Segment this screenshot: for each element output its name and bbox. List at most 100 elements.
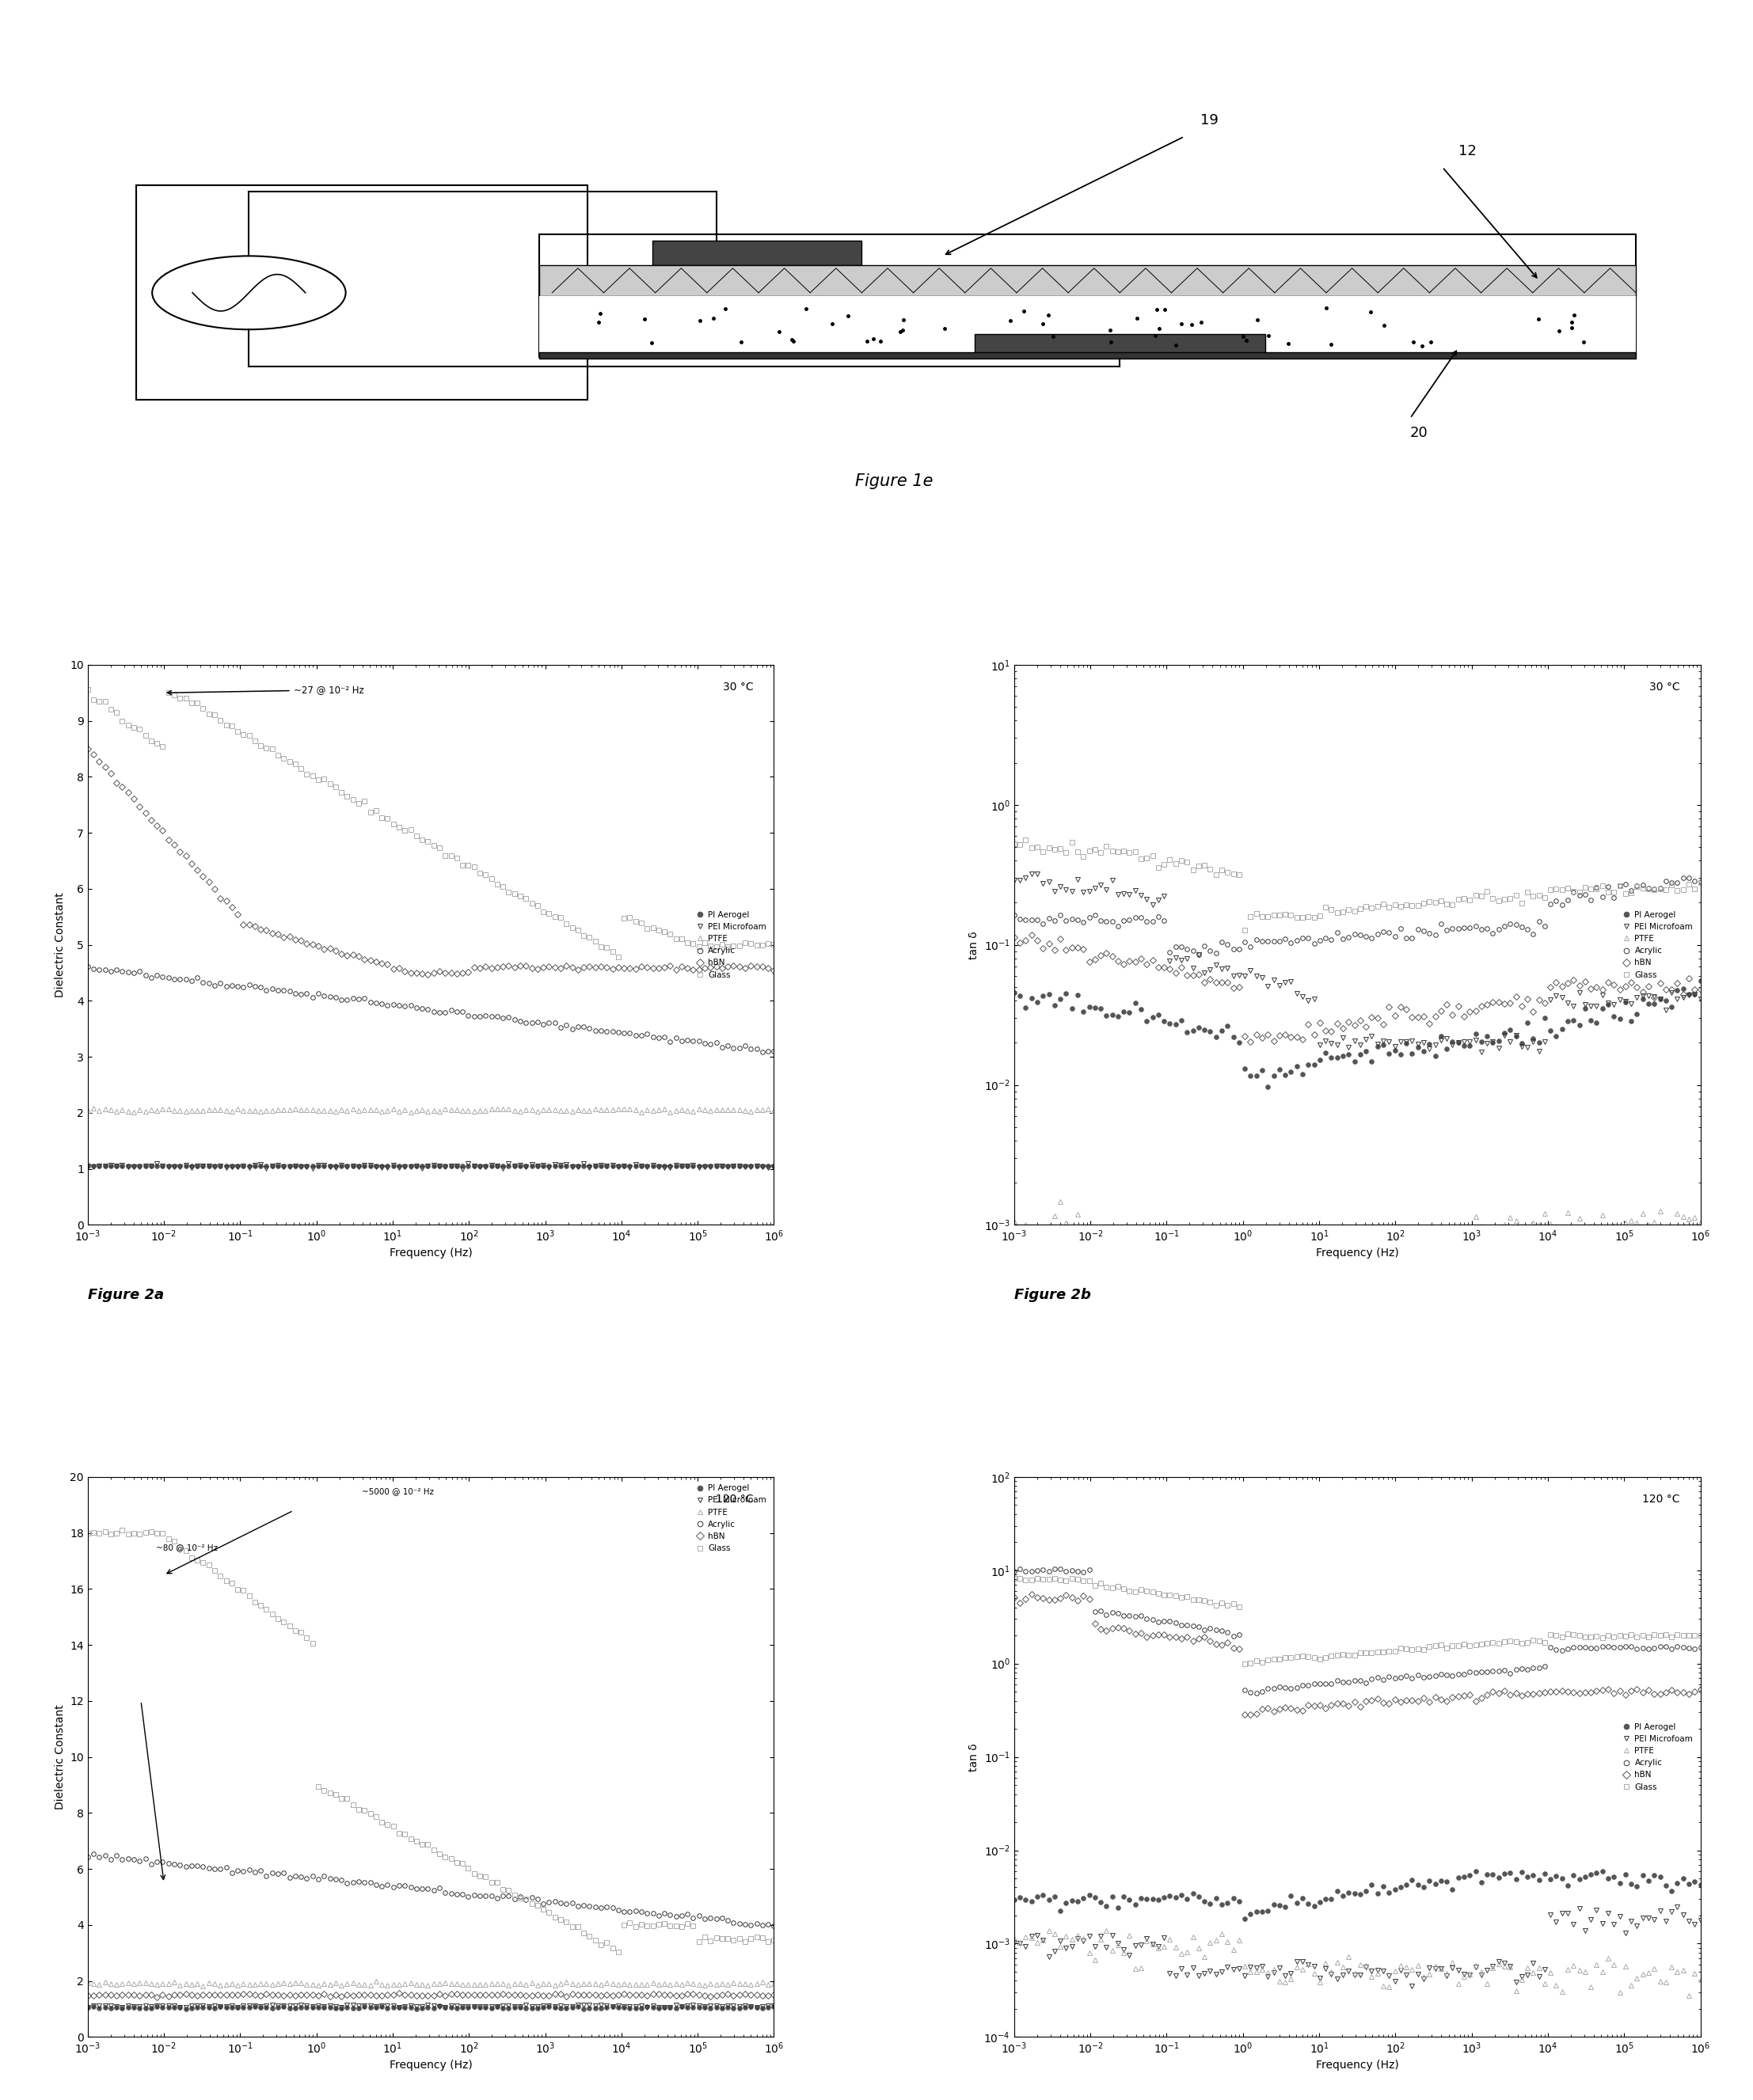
Line: PTFE: PTFE <box>86 1980 777 1989</box>
Acrylic <box>1690 869 1711 895</box>
PTFE <box>268 1096 289 1121</box>
PEI Microfoam <box>1678 1909 1699 1934</box>
PTFE <box>1004 1207 1026 1233</box>
PTFE <box>752 1098 773 1124</box>
PTFE <box>1004 1926 1026 1951</box>
Glass <box>1061 1567 1082 1592</box>
hBN <box>1678 1682 1699 1707</box>
PI Aerogel <box>1690 1873 1711 1898</box>
hBN <box>1194 970 1215 995</box>
Glass <box>631 1911 652 1936</box>
PEI Microfoam <box>77 1995 98 2020</box>
PI Aerogel <box>1148 1888 1169 1913</box>
Glass <box>752 1926 773 1951</box>
PI Aerogel <box>1483 1029 1504 1054</box>
PEI Microfoam <box>1483 1953 1504 1978</box>
Line: hBN: hBN <box>1011 1592 1702 1718</box>
hBN <box>1194 1625 1215 1651</box>
Acrylic <box>619 1021 640 1046</box>
Acrylic <box>1189 943 1210 968</box>
PI Aerogel <box>1551 1865 1572 1890</box>
PI Aerogel <box>752 1995 773 2020</box>
Line: PI Aerogel: PI Aerogel <box>86 2003 777 2012</box>
Acrylic <box>77 1844 98 1869</box>
Acrylic <box>1678 1636 1699 1661</box>
PEI Microfoam <box>752 1155 773 1180</box>
hBN <box>1234 1703 1255 1728</box>
PEI Microfoam <box>573 1151 594 1176</box>
PTFE <box>268 1972 289 1997</box>
Acrylic <box>556 1892 577 1917</box>
Line: Acrylic: Acrylic <box>86 964 777 1054</box>
Acrylic <box>1395 1663 1416 1688</box>
PTFE <box>228 1096 249 1121</box>
Line: PEI Microfoam: PEI Microfoam <box>1011 1905 1702 1989</box>
Glass <box>77 676 98 701</box>
Glass <box>1004 1567 1026 1592</box>
Acrylic <box>1690 1634 1711 1659</box>
Line: Acrylic: Acrylic <box>86 1852 777 1928</box>
Glass <box>1678 871 1699 897</box>
hBN <box>747 953 768 979</box>
hBN <box>228 1982 249 2008</box>
Acrylic <box>77 953 98 979</box>
PI Aerogel <box>261 1153 282 1178</box>
PEI Microfoam <box>556 1153 577 1178</box>
PTFE <box>1690 1210 1711 1235</box>
PI Aerogel <box>1189 1884 1210 1909</box>
Glass <box>608 945 629 970</box>
Glass <box>1678 1623 1699 1649</box>
X-axis label: Frequency (Hz): Frequency (Hz) <box>389 2060 472 2071</box>
PEI Microfoam <box>626 1995 647 2020</box>
PTFE <box>228 1972 249 1997</box>
Glass <box>1488 888 1509 914</box>
hBN <box>1004 924 1026 949</box>
PI Aerogel <box>77 1995 98 2020</box>
PI Aerogel <box>1678 1871 1699 1896</box>
hBN <box>463 956 484 981</box>
hBN <box>763 958 784 983</box>
FancyBboxPatch shape <box>540 353 1636 359</box>
Line: Glass: Glass <box>86 687 777 960</box>
Glass <box>1153 853 1175 878</box>
Y-axis label: Dielectric Constant: Dielectric Constant <box>54 1705 65 1810</box>
Line: Acrylic: Acrylic <box>1011 1567 1702 1695</box>
FancyBboxPatch shape <box>975 334 1266 355</box>
Glass <box>1690 1623 1711 1649</box>
hBN <box>417 962 438 987</box>
Text: 19: 19 <box>1201 113 1218 128</box>
Glass <box>1234 918 1255 943</box>
hBN <box>1153 1621 1175 1646</box>
PI Aerogel <box>1690 968 1711 993</box>
PEI Microfoam <box>261 1153 282 1178</box>
PTFE <box>752 1970 773 1995</box>
PI Aerogel <box>636 1153 657 1178</box>
Line: hBN: hBN <box>86 1991 777 1999</box>
PEI Microfoam <box>1402 1974 1423 1999</box>
PEI Microfoam <box>550 1993 571 2018</box>
hBN <box>1488 989 1509 1014</box>
PI Aerogel <box>561 1995 582 2020</box>
Y-axis label: tan δ: tan δ <box>968 930 980 960</box>
Acrylic <box>1153 1609 1175 1634</box>
Glass <box>626 909 647 934</box>
Legend: PI Aerogel, PEI Microfoam, PTFE, Acrylic, hBN, Glass: PI Aerogel, PEI Microfoam, PTFE, Acrylic… <box>1620 1720 1697 1793</box>
PI Aerogel <box>1234 1907 1255 1932</box>
PTFE <box>1690 1968 1711 1993</box>
Glass <box>1557 876 1578 901</box>
Text: Figure 2a: Figure 2a <box>88 1287 163 1302</box>
Glass <box>1194 853 1215 878</box>
X-axis label: Frequency (Hz): Frequency (Hz) <box>1317 2060 1399 2071</box>
PTFE <box>556 1098 577 1124</box>
PEI Microfoam <box>752 1995 773 2020</box>
Acrylic <box>763 1037 784 1063</box>
Legend: PI Aerogel, PEI Microfoam, PTFE, Acrylic, hBN, Glass: PI Aerogel, PEI Microfoam, PTFE, Acrylic… <box>692 1480 770 1556</box>
hBN <box>1690 1676 1711 1701</box>
hBN <box>1020 1581 1041 1606</box>
PEI Microfoam <box>1678 983 1699 1008</box>
hBN <box>1557 970 1578 995</box>
FancyBboxPatch shape <box>540 265 1636 296</box>
PI Aerogel <box>412 1153 433 1178</box>
PTFE <box>1050 1189 1071 1214</box>
Acrylic <box>82 1842 103 1867</box>
